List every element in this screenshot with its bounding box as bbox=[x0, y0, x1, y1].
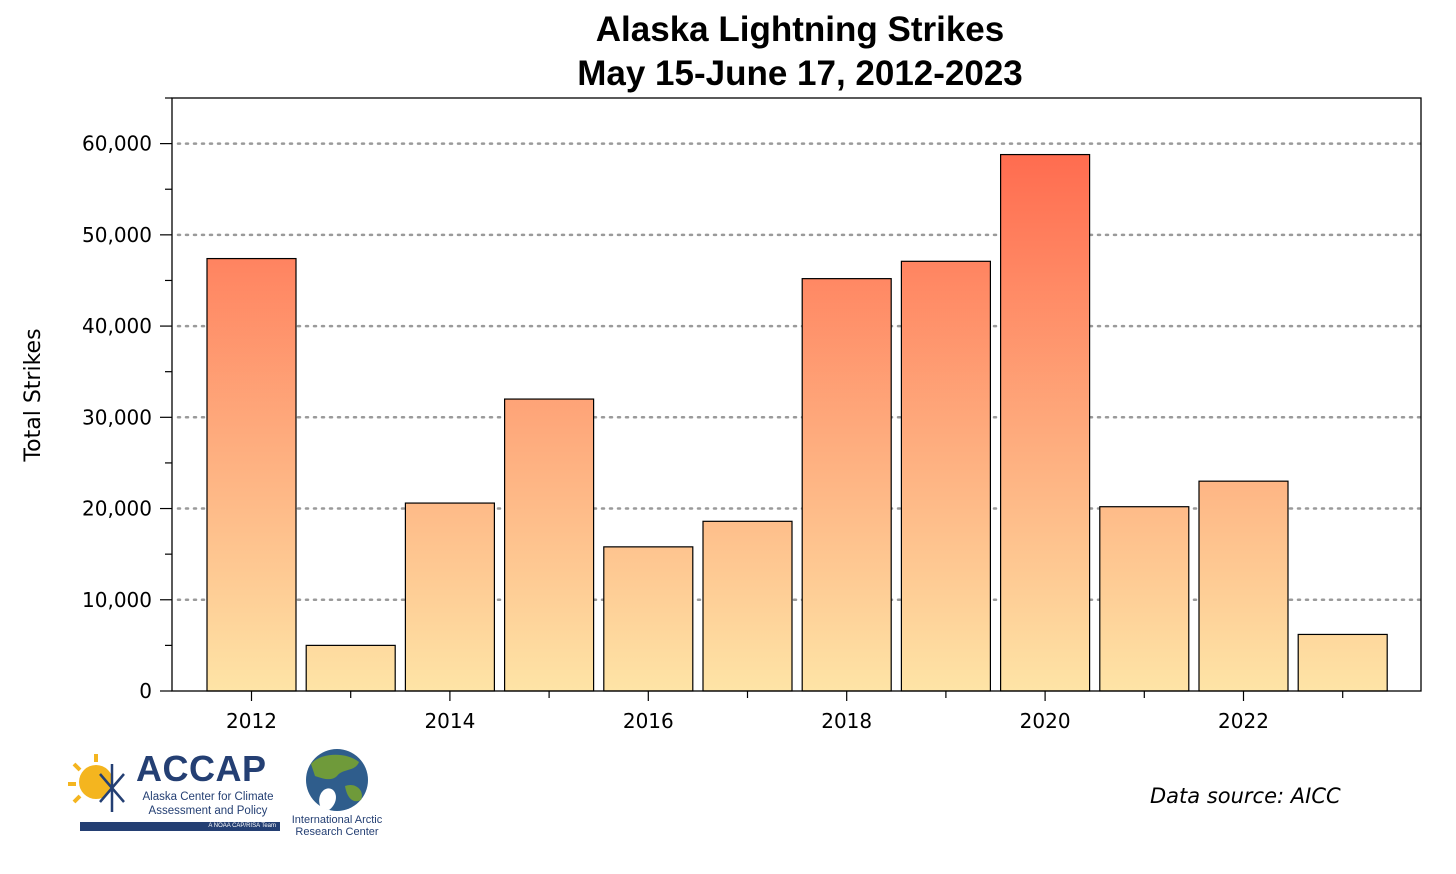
x-tick-label: 2022 bbox=[1218, 709, 1269, 733]
axes: 0 10,000 20,000 30,000 40,000 50,000 60,000 201… bbox=[82, 97, 1344, 733]
accap-subtitle: Alaska Center for Climate Assessment and… bbox=[134, 790, 282, 818]
globe-icon bbox=[306, 749, 368, 811]
y-tick-label: 10,000 bbox=[82, 588, 152, 612]
bar-2015 bbox=[504, 398, 595, 692]
iarc-logo: International Arctic Research Center bbox=[285, 746, 389, 840]
bar-2020 bbox=[999, 153, 1091, 692]
accap-subtitle-line-1: Alaska Center for Climate bbox=[142, 791, 274, 803]
chart-title-line-2: May 15-June 17, 2012-2023 bbox=[577, 54, 1023, 93]
bar-2021 bbox=[1099, 506, 1190, 692]
y-tick-label: 40,000 bbox=[82, 314, 152, 338]
iarc-name: International Arctic Research Center bbox=[285, 814, 389, 838]
y-tick-label: 0 bbox=[139, 679, 152, 703]
iarc-name-line-1: International Arctic bbox=[291, 814, 383, 826]
x-tick-label: 2012 bbox=[226, 709, 277, 733]
y-tick-label: 50,000 bbox=[82, 223, 152, 247]
plot-frame bbox=[171, 97, 1422, 692]
chart-title-line-1: Alaska Lightning Strikes bbox=[595, 10, 1005, 49]
y-tick-label: 30,000 bbox=[82, 405, 152, 429]
bar-2016 bbox=[603, 546, 694, 692]
bar-2023 bbox=[1297, 633, 1388, 692]
x-tick-label: 2014 bbox=[424, 709, 475, 733]
bar-2013 bbox=[305, 644, 396, 692]
bar-2017 bbox=[702, 520, 793, 692]
chart-title: Alaska Lightning Strikes May 15-June 17,… bbox=[360, 8, 1240, 96]
y-axis-label: Total Strikes bbox=[21, 328, 46, 462]
accap-subtitle-line-2: Assessment and Policy bbox=[148, 805, 268, 817]
accap-name: ACCAP bbox=[136, 748, 267, 789]
iarc-name-line-2: Research Center bbox=[295, 826, 379, 838]
x-tick-label: 2018 bbox=[821, 709, 872, 733]
y-tick-label: 20,000 bbox=[82, 497, 152, 521]
gridlines bbox=[176, 142, 1423, 602]
y-tick-label: 60,000 bbox=[82, 132, 152, 156]
bar-2019 bbox=[900, 260, 992, 692]
data-source-note: Data source: AICC bbox=[1150, 784, 1341, 808]
bar-2022 bbox=[1198, 480, 1289, 692]
bar-2018 bbox=[801, 278, 892, 692]
accap-logo: ACCAP Alaska Center for Climate Assessme… bbox=[66, 748, 286, 834]
bar-2012 bbox=[206, 257, 297, 692]
accap-tagline: A NOAA CAP/RISA Team bbox=[80, 822, 280, 831]
x-tick-label: 2020 bbox=[1020, 709, 1071, 733]
sun-snowflake-icon bbox=[68, 754, 125, 812]
bar-2014 bbox=[404, 502, 495, 692]
x-tick-label: 2016 bbox=[623, 709, 674, 733]
bars bbox=[206, 153, 1388, 692]
